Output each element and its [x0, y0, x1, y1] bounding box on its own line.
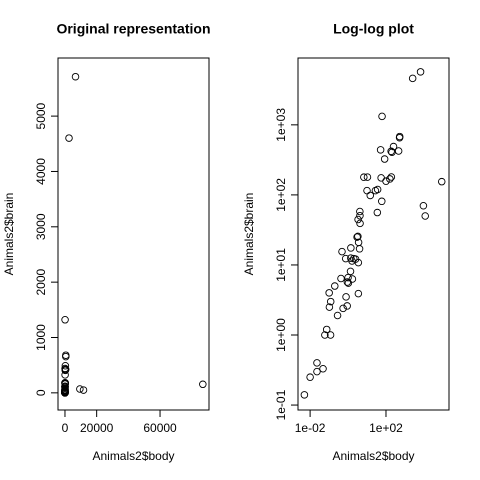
point — [353, 233, 361, 241]
y-tick-label: 2000 — [34, 268, 48, 295]
x-tick-label: 1e+02 — [369, 421, 403, 435]
point — [344, 273, 352, 282]
point — [61, 386, 69, 394]
point — [354, 238, 363, 247]
point — [79, 386, 88, 394]
point — [337, 274, 345, 283]
point — [61, 388, 69, 397]
x-axis-label: Animals2$body — [92, 449, 174, 463]
y-tick-label: 5000 — [34, 102, 48, 129]
point — [437, 177, 446, 186]
point — [354, 232, 362, 241]
point — [341, 254, 350, 263]
point — [62, 351, 70, 359]
point — [326, 297, 335, 306]
point — [377, 174, 385, 182]
point — [322, 325, 331, 334]
point — [344, 279, 353, 287]
x-tick-label: 20000 — [80, 421, 114, 435]
y-axis-label: Animals2$brain — [242, 193, 256, 276]
point — [356, 219, 364, 228]
point — [326, 331, 335, 339]
point — [389, 142, 398, 151]
point — [313, 367, 321, 376]
point — [366, 191, 375, 200]
point — [416, 68, 425, 76]
point — [348, 275, 357, 283]
point — [339, 304, 347, 313]
point — [347, 244, 355, 252]
point — [408, 74, 417, 83]
point — [356, 211, 364, 220]
y-tick-label: 1e+01 — [274, 248, 288, 282]
y-tick-label: 3000 — [34, 213, 48, 240]
point — [300, 391, 309, 399]
y-tick-label: 1000 — [34, 324, 48, 351]
point — [354, 289, 363, 298]
point — [199, 380, 207, 389]
point — [354, 215, 362, 224]
point — [348, 257, 356, 265]
point — [333, 311, 342, 320]
chart-title: Log-log plot — [333, 21, 414, 37]
y-tick-label: 1e-01 — [274, 389, 288, 420]
point — [360, 173, 368, 181]
point — [378, 197, 386, 206]
point — [61, 316, 69, 324]
point — [346, 267, 355, 276]
point — [321, 331, 329, 339]
point — [355, 245, 364, 253]
plot-frame — [297, 57, 450, 411]
y-tick-label: 1e+03 — [274, 108, 288, 142]
x-tick-label: 1e-02 — [295, 421, 326, 435]
point — [61, 364, 69, 373]
point — [71, 72, 80, 81]
point — [331, 282, 339, 290]
point — [65, 134, 73, 142]
point — [387, 173, 396, 181]
point — [61, 361, 70, 370]
y-tick-label: 1e+02 — [274, 178, 288, 212]
point — [363, 173, 372, 181]
point — [338, 247, 346, 256]
point — [387, 147, 395, 156]
point — [363, 186, 371, 195]
chart-title: Original representation — [56, 21, 210, 37]
point — [319, 364, 327, 373]
point — [378, 112, 386, 121]
point — [306, 373, 314, 381]
x-tick-label: 0 — [62, 421, 69, 435]
y-tick-label: 4000 — [34, 158, 48, 185]
point — [356, 207, 364, 216]
point — [351, 255, 360, 263]
point — [421, 212, 429, 220]
y-tick-label: 1e+00 — [274, 318, 288, 352]
point — [371, 186, 380, 195]
y-tick-label: 0 — [34, 389, 48, 396]
point — [373, 208, 382, 217]
plot-frame — [57, 57, 210, 411]
point — [382, 177, 390, 185]
y-axis-label: Animals2$brain — [2, 193, 16, 276]
point — [388, 148, 396, 157]
point — [395, 132, 404, 141]
x-tick-label: 60000 — [143, 421, 177, 435]
point — [313, 359, 321, 367]
point — [419, 202, 428, 210]
point — [325, 289, 333, 297]
point — [342, 293, 350, 301]
point — [325, 303, 334, 311]
point — [76, 385, 84, 393]
point — [376, 146, 385, 154]
point — [380, 155, 389, 163]
point — [386, 175, 394, 183]
x-axis-label: Animals2$body — [332, 449, 414, 463]
point — [343, 302, 351, 310]
